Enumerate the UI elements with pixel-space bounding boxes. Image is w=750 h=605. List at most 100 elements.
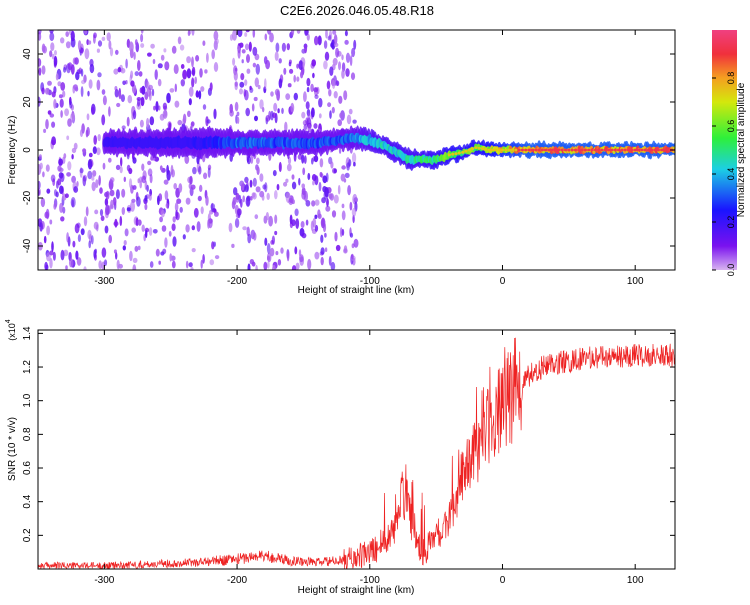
noise-blob <box>266 243 271 254</box>
noise-blob <box>300 221 305 228</box>
noise-blob <box>88 79 93 89</box>
noise-blob <box>119 166 123 174</box>
noise-blob <box>203 172 208 180</box>
noise-blob <box>38 32 42 41</box>
noise-blob <box>184 155 190 164</box>
noise-blob <box>93 135 97 145</box>
noise-blob <box>214 211 219 217</box>
trace-peak <box>497 148 501 152</box>
noise-blob <box>284 121 288 133</box>
noise-blob <box>109 177 115 183</box>
noise-blob <box>171 260 176 269</box>
noise-blob <box>59 185 64 194</box>
noise-blob <box>38 154 42 160</box>
noise-blob <box>171 169 175 178</box>
trace-peak <box>656 148 661 152</box>
noise-blob <box>123 240 127 246</box>
noise-blob <box>74 223 80 234</box>
noise-blob <box>94 209 99 215</box>
noise-blob <box>345 68 350 77</box>
noise-blob <box>172 236 177 247</box>
noise-blob <box>169 253 172 262</box>
noise-blob <box>304 43 308 54</box>
noise-blob <box>60 216 65 222</box>
noise-blob <box>141 224 145 232</box>
noise-blob <box>119 215 123 227</box>
noise-blob <box>152 59 156 64</box>
noise-blob <box>310 83 314 93</box>
trace-peak <box>666 148 671 152</box>
noise-blob <box>253 96 258 102</box>
noise-blob <box>264 237 268 246</box>
noise-blob <box>116 102 121 108</box>
noise-blob <box>301 232 307 239</box>
y-tick-label: 0.8 <box>22 427 33 441</box>
noise-blob <box>254 115 258 122</box>
noise-blob <box>335 47 340 58</box>
noise-blob <box>298 177 301 186</box>
noise-blob <box>106 32 111 42</box>
noise-blob <box>180 64 185 69</box>
noise-blob <box>54 50 57 56</box>
noise-blob <box>327 102 332 108</box>
noise-blob <box>244 79 248 86</box>
noise-blob <box>239 88 243 95</box>
noise-blob <box>325 30 328 39</box>
noise-blob <box>286 43 290 51</box>
noise-blob <box>87 170 93 180</box>
noise-blob <box>51 91 56 98</box>
y-tick-label: 1.4 <box>22 326 33 340</box>
noise-blob <box>314 94 319 99</box>
y-tick-label: -20 <box>22 190 33 205</box>
noise-blob <box>185 197 191 205</box>
noise-blob <box>140 43 145 48</box>
trace-peak <box>560 148 564 152</box>
noise-blob <box>340 173 346 182</box>
trace-peak <box>600 148 604 152</box>
noise-blob <box>333 34 338 45</box>
trace-peak <box>530 148 534 152</box>
noise-blob <box>255 186 261 193</box>
noise-blob <box>128 167 133 175</box>
noise-blob <box>244 43 250 51</box>
noise-blob <box>241 182 245 191</box>
noise-blob <box>132 257 138 263</box>
noise-blob <box>234 81 238 87</box>
noise-blob <box>301 111 306 119</box>
noise-blob <box>153 105 156 111</box>
noise-blob <box>330 42 334 48</box>
noise-blob <box>174 83 177 93</box>
noise-blob <box>345 52 351 63</box>
noise-blob <box>194 76 197 85</box>
noise-blob <box>171 223 176 231</box>
noise-blob <box>246 68 251 74</box>
noise-blob <box>196 221 201 232</box>
noise-blob <box>250 154 254 164</box>
noise-blob <box>43 235 47 244</box>
noise-blob <box>91 106 95 116</box>
noise-blob <box>202 104 207 110</box>
noise-blob <box>60 37 65 44</box>
noise-blob <box>115 252 118 260</box>
noise-blob <box>79 168 84 174</box>
noise-blob <box>79 129 84 138</box>
noise-blob <box>113 249 117 254</box>
noise-blob <box>165 203 169 209</box>
noise-blob <box>159 113 165 121</box>
x-tick-label: 0 <box>500 276 506 287</box>
noise-blob <box>114 86 118 91</box>
noise-blob <box>115 49 119 55</box>
noise-blob <box>139 119 144 128</box>
noise-blob <box>206 119 211 124</box>
noise-blob <box>164 61 170 71</box>
noise-blob <box>286 250 290 262</box>
noise-blob <box>237 45 241 51</box>
noise-blob <box>207 219 210 229</box>
trace-peak <box>517 148 521 152</box>
noise-blob <box>47 110 52 115</box>
noise-blob <box>259 99 264 110</box>
noise-blob <box>204 69 208 74</box>
noise-blob <box>197 195 202 202</box>
noise-blob <box>199 184 203 192</box>
noise-blob <box>307 112 311 121</box>
